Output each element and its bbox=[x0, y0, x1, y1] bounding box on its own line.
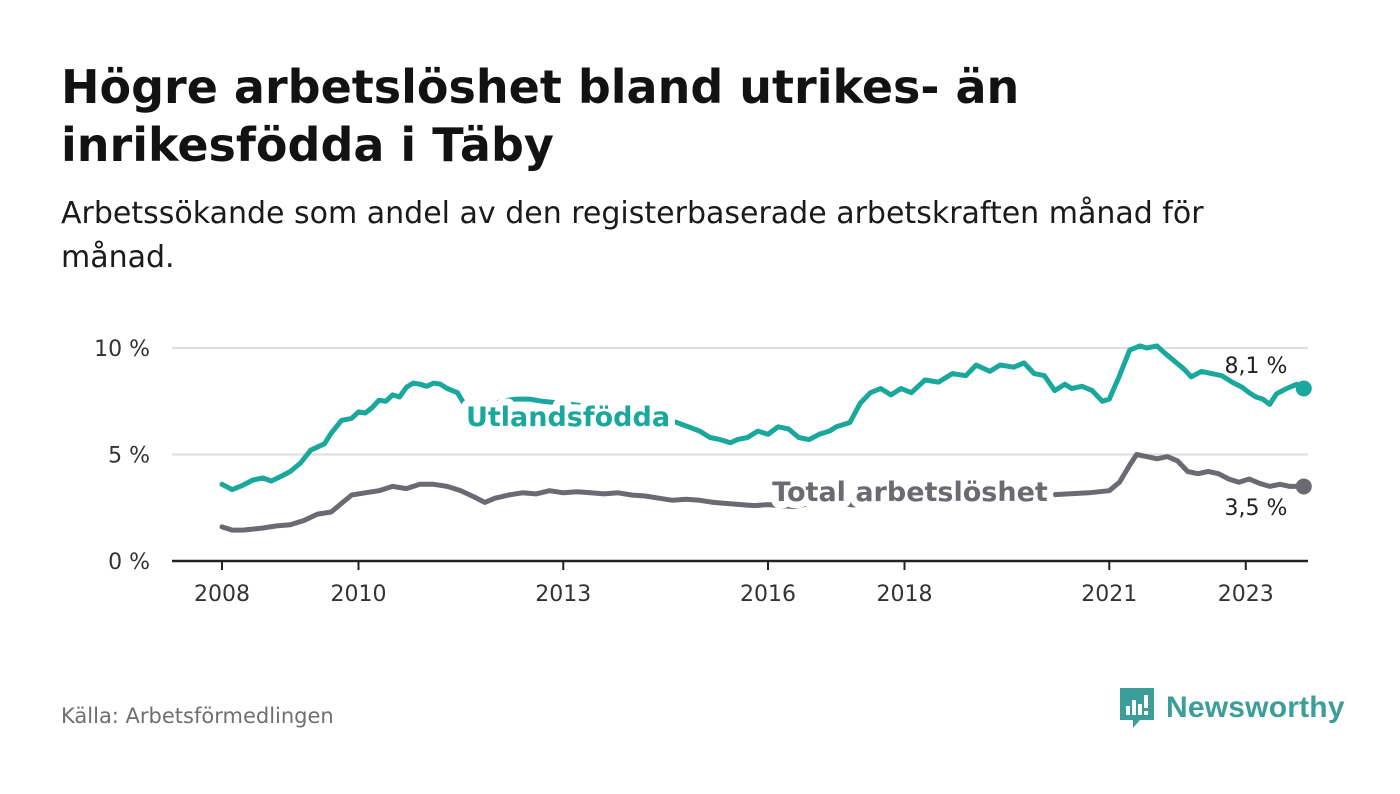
series-label-total-halo: Total arbetslöshet bbox=[772, 477, 1048, 508]
x-tick-label: 2018 bbox=[877, 582, 933, 607]
y-tick-label: 10 % bbox=[94, 337, 150, 362]
newsworthy-brand[interactable]: Newsworthy bbox=[1118, 686, 1345, 730]
y-tick-label: 5 % bbox=[108, 444, 150, 469]
x-tick-label: 2023 bbox=[1218, 582, 1274, 607]
brand-name: Newsworthy bbox=[1166, 691, 1345, 724]
series-label-utlandsfodda-halo: Utlandsfödda bbox=[466, 402, 670, 433]
series-label-total: Total arbetslöshet bbox=[772, 477, 1048, 508]
series-label-utlandsfodda: Utlandsfödda bbox=[466, 402, 670, 433]
y-tick-label: 0 % bbox=[108, 550, 150, 575]
chart-gridlines bbox=[172, 347, 1308, 456]
chart-title: Högre arbetslöshet bland utrikes- än inr… bbox=[61, 60, 1020, 172]
series-line-utlandsfodda bbox=[219, 343, 1307, 493]
x-tick-label: 2013 bbox=[535, 582, 591, 607]
newsworthy-logo-icon bbox=[1120, 688, 1154, 728]
end-point-utlandsfodda bbox=[1295, 380, 1312, 397]
x-tick-label: 2021 bbox=[1081, 582, 1137, 607]
x-tick-label: 2010 bbox=[331, 582, 387, 607]
chart-series bbox=[219, 343, 1312, 533]
end-point-total bbox=[1295, 478, 1312, 495]
chart-subtitle: Arbetssökande som andel av den registerb… bbox=[61, 196, 1204, 275]
y-axis-ticks: 0 % 5 % 10 % bbox=[94, 337, 150, 575]
line-chart: 0 %5 %10 % 2008 2010 2013 2016 2018 2021 2023 … bbox=[94, 337, 1312, 607]
end-label-utlandsfodda: 8,1 % bbox=[1225, 354, 1288, 379]
x-axis: 2008 2010 2013 2016 2018 2021 2023 bbox=[172, 559, 1308, 607]
source-note: Källa: Arbetsförmedlingen bbox=[61, 704, 334, 728]
x-tick-label: 2008 bbox=[194, 582, 250, 607]
x-tick-label: 2016 bbox=[740, 582, 796, 607]
series-line-total bbox=[219, 452, 1307, 533]
end-label-total: 3,5 % bbox=[1225, 496, 1288, 521]
